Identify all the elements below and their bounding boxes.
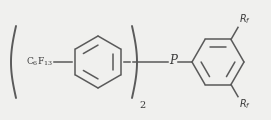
Text: 2: 2 xyxy=(139,101,145,110)
Text: $\mathdefault{C_6}$$\mathdefault{F_{13}}$: $\mathdefault{C_6}$$\mathdefault{F_{13}}… xyxy=(26,56,53,68)
Text: $R_f$: $R_f$ xyxy=(239,98,251,111)
Text: P: P xyxy=(169,54,177,67)
Text: $R_f$: $R_f$ xyxy=(239,13,251,26)
